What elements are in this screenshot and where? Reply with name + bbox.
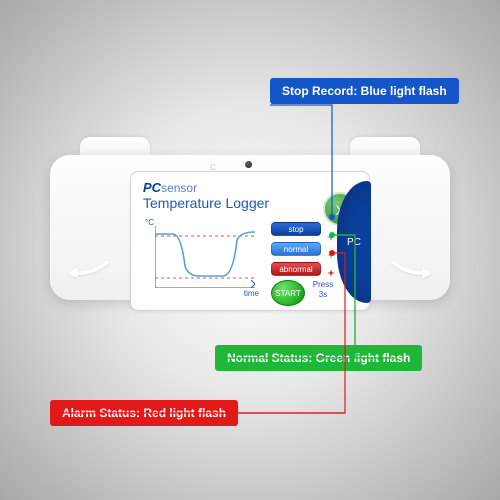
status-pill-normal: normal: [271, 242, 321, 256]
brand-suffix: sensor: [161, 181, 197, 195]
status-pill-abnormal: abnormal: [271, 262, 321, 276]
callout-alarm-status: Alarm Status: Red light flash: [50, 400, 238, 426]
led-green-icon: [327, 246, 335, 254]
start-button[interactable]: START: [271, 280, 305, 306]
device-body: C PCsensor Temperature Logger °C time s: [50, 155, 450, 300]
temperature-chart: °C time: [143, 218, 261, 298]
product-title: Temperature Logger: [143, 195, 269, 211]
press-instruction: Press 3s: [309, 280, 337, 300]
led-red-icon: [327, 264, 335, 272]
chart-svg: [155, 226, 255, 288]
sensor-dot-icon: [245, 161, 252, 168]
status-pill-stop: stop: [271, 222, 321, 236]
eject-arrow-right-icon: [381, 257, 436, 282]
callout-normal-status: Normal Status: Green light flash: [215, 345, 422, 371]
callout-stop-record: Stop Record: Blue light flash: [270, 78, 459, 104]
press-line2: 3s: [319, 290, 327, 299]
brand-prefix: PC: [143, 180, 161, 195]
chart-y-axis-label: °C: [145, 218, 154, 227]
chart-x-axis-label: time: [244, 289, 259, 298]
device: C PCsensor Temperature Logger °C time s: [50, 140, 450, 315]
press-line1: Press: [313, 280, 333, 289]
brand-logo: PCsensor: [143, 180, 197, 195]
eject-arrow-left-icon: [64, 257, 119, 282]
led-blue-icon: [327, 228, 335, 236]
device-screen: PCsensor Temperature Logger °C time stop…: [130, 171, 370, 311]
